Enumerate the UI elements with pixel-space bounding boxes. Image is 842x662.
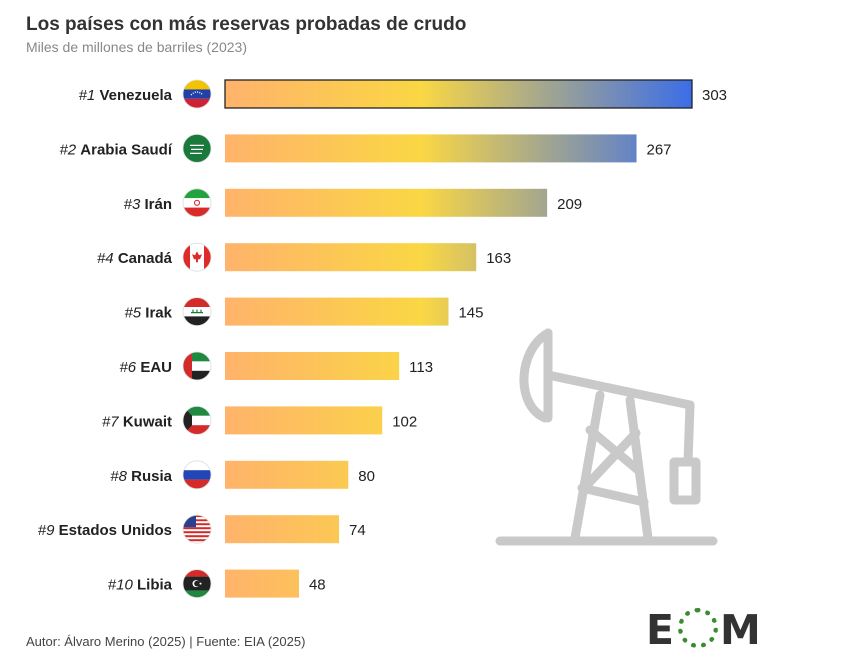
- category-label: #2 Arabia Saudí: [59, 141, 172, 158]
- bar: [225, 406, 383, 435]
- libya-flag-icon: [182, 569, 212, 598]
- bars-layer: #1 Venezuela 303 #2 Arabia Saudí 267 #3 Irán…: [38, 79, 727, 598]
- bar: [225, 569, 299, 598]
- value-label: 303: [702, 87, 727, 104]
- chart-subtitle: Miles de millones de barriles (2023): [26, 39, 247, 55]
- value-label: 74: [349, 522, 366, 539]
- value-label: 163: [486, 250, 511, 267]
- category-label: #3 Irán: [124, 196, 172, 213]
- value-label: 80: [358, 468, 375, 485]
- kuwait-flag-icon: [182, 405, 212, 435]
- bar: [225, 460, 349, 489]
- bar: [225, 243, 477, 272]
- bar: [225, 188, 548, 217]
- saudi-arabia-flag-icon: [182, 133, 212, 163]
- bar: [225, 352, 400, 380]
- logo-o-icon: [678, 608, 719, 648]
- category-label: #5 Irak: [124, 305, 172, 322]
- value-label: 267: [647, 141, 672, 158]
- iran-flag-icon: [182, 188, 212, 218]
- category-label: #7 Kuwait: [102, 413, 172, 430]
- category-label: #9 Estados Unidos: [38, 522, 172, 539]
- value-label: 145: [458, 305, 483, 322]
- category-label: #8 Rusia: [110, 468, 172, 485]
- iraq-flag-icon: [182, 297, 212, 327]
- value-label: 48: [309, 577, 326, 594]
- bar: [224, 79, 693, 109]
- oil-pump-icon: [495, 328, 718, 546]
- category-label: #6 EAU: [119, 359, 172, 376]
- venezuela-flag-icon: [182, 79, 212, 109]
- category-label: #1 Venezuela: [79, 87, 173, 104]
- bar: [225, 134, 637, 163]
- bar: [225, 515, 340, 544]
- chart-title: Los países con más reservas probadas de …: [26, 14, 467, 35]
- russia-flag-icon: [182, 460, 212, 490]
- canada-flag-icon: [182, 242, 212, 272]
- value-label: 209: [557, 196, 582, 213]
- bar: [225, 297, 449, 326]
- value-label: 113: [409, 359, 433, 376]
- category-label: #4 Canadá: [97, 250, 173, 267]
- category-label: #10 Libia: [108, 577, 173, 594]
- footer-credit: Autor: Álvaro Merino (2025) | Fuente: EI…: [26, 634, 306, 649]
- usa-flag-icon: [182, 514, 212, 544]
- value-label: 102: [392, 413, 417, 430]
- uae-flag-icon: [182, 351, 212, 381]
